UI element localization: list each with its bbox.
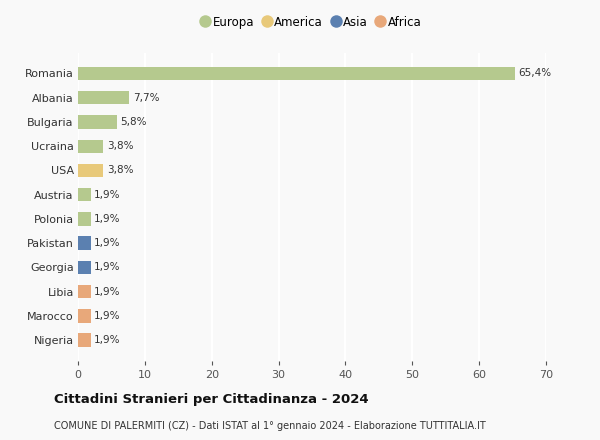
Text: 1,9%: 1,9% xyxy=(94,286,121,297)
Legend: Europa, America, Asia, Africa: Europa, America, Asia, Africa xyxy=(202,15,422,29)
Text: 1,9%: 1,9% xyxy=(94,190,121,200)
Text: COMUNE DI PALERMITI (CZ) - Dati ISTAT al 1° gennaio 2024 - Elaborazione TUTTITAL: COMUNE DI PALERMITI (CZ) - Dati ISTAT al… xyxy=(54,421,486,431)
Bar xyxy=(78,139,103,153)
Bar xyxy=(78,67,515,80)
Text: 7,7%: 7,7% xyxy=(133,93,160,103)
Text: 5,8%: 5,8% xyxy=(120,117,146,127)
Bar xyxy=(78,164,103,177)
Text: 3,8%: 3,8% xyxy=(107,165,133,176)
Bar xyxy=(78,236,91,250)
Text: 65,4%: 65,4% xyxy=(518,69,552,78)
Text: 1,9%: 1,9% xyxy=(94,335,121,345)
Bar xyxy=(78,309,91,323)
Text: 1,9%: 1,9% xyxy=(94,238,121,248)
Bar xyxy=(78,115,117,128)
Bar xyxy=(78,261,91,274)
Text: Cittadini Stranieri per Cittadinanza - 2024: Cittadini Stranieri per Cittadinanza - 2… xyxy=(54,392,368,406)
Text: 1,9%: 1,9% xyxy=(94,214,121,224)
Bar xyxy=(78,91,130,104)
Bar xyxy=(78,285,91,298)
Bar xyxy=(78,188,91,202)
Text: 3,8%: 3,8% xyxy=(107,141,133,151)
Bar xyxy=(78,334,91,347)
Text: 1,9%: 1,9% xyxy=(94,262,121,272)
Text: 1,9%: 1,9% xyxy=(94,311,121,321)
Bar xyxy=(78,212,91,226)
